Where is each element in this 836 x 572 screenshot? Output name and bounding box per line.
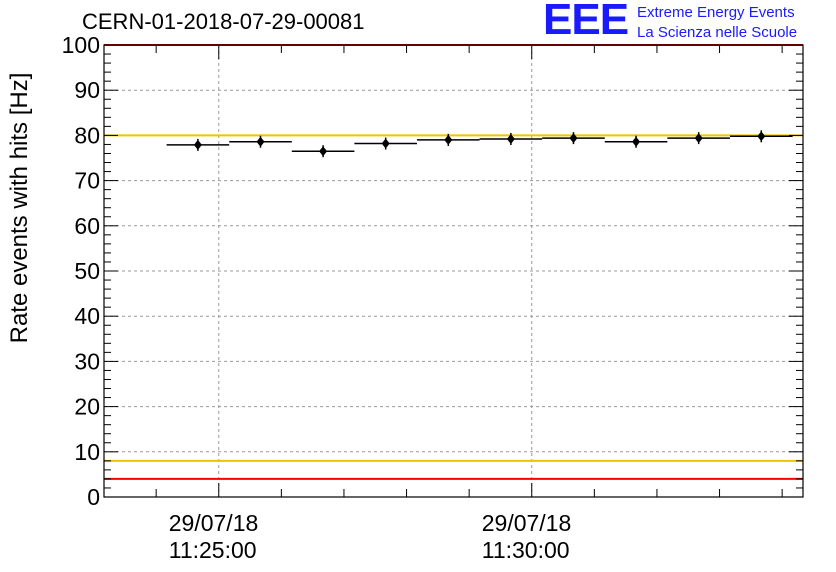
data-point xyxy=(193,139,202,150)
data-point xyxy=(319,146,328,157)
data-point xyxy=(444,134,453,145)
reference-lines xyxy=(104,44,803,480)
data-point xyxy=(694,133,703,144)
x-tick-label-date: 29/07/18 xyxy=(169,510,259,536)
eee-logo: EEE xyxy=(543,0,629,44)
y-tick-label: 20 xyxy=(74,394,100,420)
y-axis: 0 10 20 30 40 50 60 70 80 90 100 xyxy=(62,32,803,510)
data-point xyxy=(256,136,265,147)
y-tick-label: 10 xyxy=(74,439,100,465)
y-tick-label: 30 xyxy=(74,348,100,374)
y-tick-label: 90 xyxy=(74,77,100,103)
data-point xyxy=(381,138,390,149)
data-point xyxy=(757,131,766,142)
grid-layer xyxy=(104,45,803,497)
data-point xyxy=(506,134,515,145)
x-tick-label-time: 11:30:00 xyxy=(482,537,570,563)
y-tick-label: 50 xyxy=(74,258,100,284)
logo-subtitle-line-1: Extreme Energy Events xyxy=(637,4,795,21)
data-points xyxy=(166,130,793,158)
x-tick-label-date: 29/07/18 xyxy=(482,510,572,536)
run-title: CERN-01-2018-07-29-00081 xyxy=(82,9,365,34)
y-tick-label: 70 xyxy=(74,168,100,194)
data-point xyxy=(569,133,578,144)
x-tick-label-time: 11:25:00 xyxy=(169,537,257,563)
logo-subtitle-line-2: La Scienza nelle Scuole xyxy=(637,24,798,41)
y-tick-label: 100 xyxy=(62,32,100,58)
data-point xyxy=(632,136,641,147)
y-tick-label: 0 xyxy=(87,484,100,510)
y-tick-label: 80 xyxy=(74,122,100,148)
y-tick-label: 40 xyxy=(74,303,100,329)
y-tick-label: 60 xyxy=(74,213,100,239)
